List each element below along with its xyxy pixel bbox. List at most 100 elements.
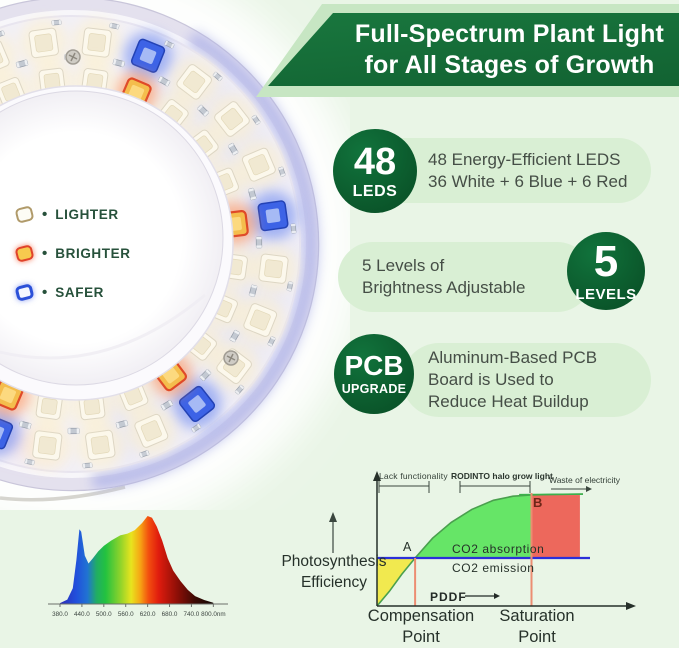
badge-value: 48 <box>353 140 397 183</box>
resistor <box>82 462 93 469</box>
white-led-chip <box>28 27 59 59</box>
white-led-chip <box>241 147 276 182</box>
spectrum-tick-label: 800.0nm <box>201 611 226 618</box>
point-b-label: B <box>533 495 543 510</box>
photosynthesis-axis-label: Photosynthesis Efficiency <box>281 553 387 591</box>
resistor <box>290 223 297 234</box>
feature-pill: 5 Levels of Brightness Adjustable <box>338 242 592 312</box>
white-led-chip <box>35 392 63 420</box>
spectrum-area <box>60 516 214 604</box>
resistor <box>251 114 261 125</box>
feature-text: Brightness Adjustable <box>362 278 526 297</box>
resistor <box>197 104 209 117</box>
resistor <box>248 284 258 297</box>
banner-ribbon <box>268 13 679 86</box>
rim-blue-glow <box>92 30 318 490</box>
power-cable <box>0 485 126 502</box>
bullet: • <box>42 205 48 223</box>
legend-label: LIGHTER <box>55 206 119 222</box>
resistor <box>160 399 174 411</box>
spectrum-tick-label: 440.0 <box>74 611 90 618</box>
blue-led-chip <box>130 38 166 73</box>
blue-led-chip-icon <box>14 282 35 302</box>
banner-title-line1: Full-Spectrum Plant Light <box>354 19 665 48</box>
resistor <box>67 427 80 435</box>
white-led-chip <box>214 101 250 137</box>
bullet: • <box>42 283 48 301</box>
spectrum-chart: 380.0 440.0 500.0 560.0 620.0 680.0 740.0 800.0… <box>48 516 228 618</box>
resistor <box>109 22 120 30</box>
bullet: • <box>42 244 48 262</box>
badge-unit: LEDS <box>352 182 398 200</box>
resistor <box>157 76 171 87</box>
blue-led-chip <box>0 415 14 450</box>
white-led-chip <box>32 430 63 461</box>
feature-text: 48 Energy-Efficient LEDS <box>428 149 621 169</box>
spectrum-tick-label: 680.0 <box>162 611 178 618</box>
badge-value: 5 <box>593 237 619 286</box>
resistor <box>255 236 263 249</box>
headline-banner: Full-Spectrum Plant Light for All Stages… <box>250 0 679 102</box>
white-led-chip <box>258 253 289 284</box>
feature-text: 5 Levels of <box>362 256 445 275</box>
spectrum-tick-label: 620.0 <box>140 611 156 618</box>
feature-badge-48-leds: 48 LEDS <box>333 129 417 213</box>
saturation-point-label: Saturation Point <box>499 607 575 646</box>
banner-title: Full-Spectrum Plant Light for All Stages… <box>340 13 679 86</box>
resistor <box>199 369 212 381</box>
compensation-point-label: Compensation Point <box>367 607 475 646</box>
screw <box>65 49 81 65</box>
waste-region <box>531 495 580 558</box>
resistor <box>24 458 35 466</box>
resistor <box>247 187 257 201</box>
resistor <box>0 30 5 38</box>
spectrum-tick-label: 740.0 <box>184 611 200 618</box>
white-led-chip <box>85 429 116 461</box>
white-led-chip <box>0 40 10 75</box>
resistor <box>212 71 223 82</box>
resistor <box>19 420 32 430</box>
spectrum-tick-label: 380.0 <box>52 611 68 618</box>
resistor <box>115 419 129 429</box>
resistor <box>15 59 29 69</box>
blue-led-chip <box>257 200 289 232</box>
white-led-chip <box>243 303 278 337</box>
feature-48-leds: 48 Energy-Efficient LEDS 36 White + 6 Bl… <box>333 128 657 220</box>
resistor <box>112 58 125 68</box>
white-led-chip-icon <box>14 204 35 224</box>
feature-text: 36 White + 6 Blue + 6 Red <box>428 171 628 191</box>
white-led-chip <box>134 413 169 448</box>
ring-light-photo <box>0 0 350 510</box>
point-a-label: A <box>403 540 412 554</box>
white-led-chip <box>176 64 212 100</box>
feature-badge-5-levels: 5 LEVELS <box>567 232 645 310</box>
co2-absorption-label: CO2 absorption <box>452 542 545 556</box>
resistor <box>278 166 286 177</box>
badge-unit: UPGRADE <box>341 382 407 397</box>
waste-of-electricity-label: Waste of electricity <box>549 475 621 485</box>
resistor <box>229 329 240 343</box>
ring-center-hole <box>0 90 224 386</box>
feature-text: Reduce Heat Buildup <box>428 392 589 411</box>
feature-text: Board is Used to <box>428 370 554 389</box>
white-led-chip <box>81 27 112 58</box>
lack-functionality-label: Lack functionality <box>379 471 448 481</box>
feature-pcb-upgrade: Aluminum-Based PCB Board is Used to Redu… <box>334 330 657 424</box>
legend-label: BRIGHTER <box>55 245 131 261</box>
resistor <box>139 450 150 458</box>
legend-label: SAFER <box>55 284 105 300</box>
photosynthesis-chart <box>329 471 636 610</box>
feature-text: Aluminum-Based PCB <box>428 348 598 367</box>
spectrum-tick-label: 560.0 <box>118 611 134 618</box>
feature-pill: Aluminum-Based PCB Board is Used to Redu… <box>402 343 651 417</box>
co2-emission-label: CO2 emission <box>452 561 535 575</box>
screw <box>223 350 239 366</box>
resistor <box>191 423 202 433</box>
resistor <box>267 336 276 347</box>
legend-row-lighter: • LIGHTER <box>14 201 131 227</box>
resistor <box>234 384 245 395</box>
rodinto-grow-light-label: RODINTO halo grow light <box>451 471 553 481</box>
led-benefit-legend: • LIGHTER • BRIGHTER • SAFER <box>14 201 131 318</box>
legend-row-safer: • SAFER <box>14 279 131 305</box>
